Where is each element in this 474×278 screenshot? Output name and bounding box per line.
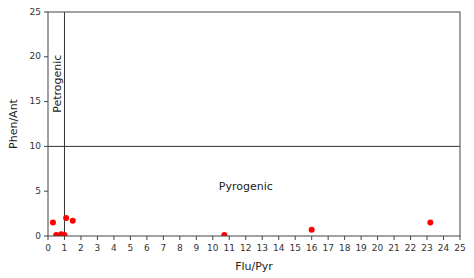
horizontal-reference-line xyxy=(48,146,460,147)
x-tick-label: 16 xyxy=(306,243,318,253)
scatter-point xyxy=(70,218,76,224)
x-tick-label: 0 xyxy=(45,243,51,253)
y-tick xyxy=(44,236,48,237)
scatter-point xyxy=(221,232,227,236)
x-tick-label: 7 xyxy=(160,243,166,253)
annotation: Pyrogenic xyxy=(219,180,273,193)
x-tick-label: 23 xyxy=(421,243,432,253)
vertical-reference-line xyxy=(64,12,65,236)
x-tick xyxy=(113,236,114,240)
x-tick-label: 21 xyxy=(388,243,399,253)
x-tick xyxy=(361,236,362,240)
x-tick-label: 2 xyxy=(78,243,84,253)
scatter-point xyxy=(309,227,315,233)
x-tick xyxy=(443,236,444,240)
scatter-point xyxy=(61,232,67,236)
x-tick xyxy=(394,236,395,240)
x-tick xyxy=(179,236,180,240)
plot-frame xyxy=(48,12,460,236)
x-tick xyxy=(212,236,213,240)
x-tick-label: 18 xyxy=(339,243,351,253)
x-tick xyxy=(410,236,411,240)
y-tick-label: 10 xyxy=(30,141,42,151)
y-tick-label: 5 xyxy=(35,186,41,196)
x-tick xyxy=(196,236,197,240)
x-tick-label: 15 xyxy=(289,243,300,253)
x-tick xyxy=(344,236,345,240)
plot-marks xyxy=(48,12,460,236)
annotation: Petrogenic xyxy=(51,55,64,113)
x-tick xyxy=(97,236,98,240)
x-tick-label: 3 xyxy=(95,243,101,253)
x-tick-label: 14 xyxy=(273,243,285,253)
x-tick xyxy=(80,236,81,240)
x-axis-label: Flu/Pyr xyxy=(235,260,273,273)
x-tick xyxy=(245,236,246,240)
y-axis-label: Phen/Ant xyxy=(7,98,20,149)
x-tick-label: 17 xyxy=(322,243,333,253)
x-tick xyxy=(146,236,147,240)
x-tick xyxy=(278,236,279,240)
x-tick-label: 9 xyxy=(193,243,199,253)
x-tick-label: 19 xyxy=(355,243,367,253)
y-tick-label: 15 xyxy=(30,96,41,106)
y-tick xyxy=(44,191,48,192)
y-tick-label: 0 xyxy=(35,231,41,241)
x-tick xyxy=(460,236,461,240)
x-tick-label: 4 xyxy=(111,243,117,253)
x-tick xyxy=(163,236,164,240)
x-tick xyxy=(377,236,378,240)
x-tick xyxy=(130,236,131,240)
x-tick-label: 13 xyxy=(257,243,268,253)
x-tick-label: 22 xyxy=(405,243,416,253)
x-tick xyxy=(262,236,263,240)
x-tick-label: 5 xyxy=(128,243,134,253)
x-tick-label: 24 xyxy=(438,243,450,253)
x-tick xyxy=(311,236,312,240)
x-tick-label: 20 xyxy=(372,243,384,253)
x-tick xyxy=(64,236,65,240)
y-tick xyxy=(44,56,48,57)
x-tick-label: 11 xyxy=(224,243,235,253)
x-tick-label: 12 xyxy=(240,243,251,253)
y-tick xyxy=(44,146,48,147)
x-tick-label: 10 xyxy=(207,243,219,253)
scatter-point xyxy=(63,215,69,221)
x-tick-label: 1 xyxy=(62,243,68,253)
x-tick-label: 6 xyxy=(144,243,150,253)
x-tick xyxy=(229,236,230,240)
scatter-point xyxy=(50,220,56,226)
x-tick xyxy=(427,236,428,240)
y-tick-label: 20 xyxy=(30,51,42,61)
plot-area xyxy=(48,12,460,236)
x-tick xyxy=(295,236,296,240)
y-tick xyxy=(44,12,48,13)
scatter-point xyxy=(427,220,433,226)
chart: 0123456789101112131415161718192021222324… xyxy=(0,0,474,278)
x-tick xyxy=(328,236,329,240)
y-tick-label: 25 xyxy=(30,7,41,17)
x-tick-label: 8 xyxy=(177,243,183,253)
y-tick xyxy=(44,101,48,102)
x-tick-label: 25 xyxy=(454,243,465,253)
x-tick xyxy=(48,236,49,240)
